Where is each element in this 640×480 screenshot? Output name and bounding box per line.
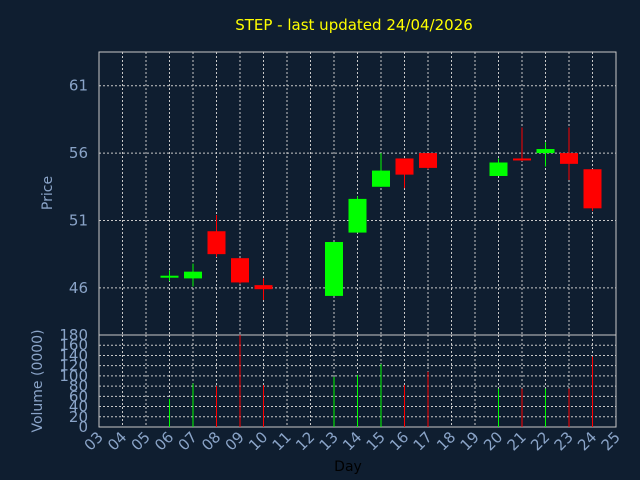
day-tick-label: 07 bbox=[175, 428, 201, 454]
day-tick-label: 14 bbox=[339, 428, 365, 454]
day-tick-label: 23 bbox=[551, 428, 577, 454]
day-tick-label: 08 bbox=[198, 428, 224, 454]
day-tick-label: 13 bbox=[316, 428, 342, 454]
volume-tick-label: 100 bbox=[59, 367, 88, 385]
candle-06 bbox=[160, 270, 179, 282]
volume-bars bbox=[169, 335, 593, 427]
price-y-ticks: 46 51 56 61 bbox=[69, 77, 88, 297]
volume-tick-label: 60 bbox=[69, 387, 88, 405]
price-axis-label: Price bbox=[40, 176, 56, 210]
day-tick-label: 15 bbox=[363, 428, 389, 454]
candle-07 bbox=[184, 263, 202, 287]
volume-tick-label: 120 bbox=[59, 357, 88, 375]
candle-16 bbox=[395, 158, 414, 189]
candle-body bbox=[583, 169, 602, 209]
chart-title: STEP - last updated 24/04/2026 bbox=[235, 16, 473, 34]
candle-body bbox=[184, 271, 202, 279]
candle-body bbox=[325, 242, 343, 296]
day-tick-label: 21 bbox=[504, 428, 530, 454]
volume-tick-label: 80 bbox=[69, 377, 88, 395]
candle-21 bbox=[513, 127, 531, 162]
candle-body bbox=[348, 198, 367, 233]
volume-axis-label: Volume (0000) bbox=[30, 329, 46, 432]
candle-body bbox=[372, 170, 390, 187]
day-tick-label: 11 bbox=[269, 428, 295, 454]
candlesticks bbox=[160, 127, 602, 300]
day-tick-label: 22 bbox=[527, 428, 553, 454]
candle-17 bbox=[419, 153, 437, 170]
volume-tick-label: 180 bbox=[59, 326, 88, 344]
candle-body bbox=[395, 158, 414, 175]
volume-tick-label: 20 bbox=[69, 408, 88, 426]
day-tick-label: 19 bbox=[457, 428, 483, 454]
day-tick-label: 10 bbox=[245, 428, 271, 454]
day-tick-label: 09 bbox=[222, 428, 248, 454]
volume-tick-label: 160 bbox=[59, 336, 88, 354]
candle-body bbox=[254, 285, 273, 290]
day-tick-label: 16 bbox=[386, 428, 412, 454]
price-tick-label: 51 bbox=[69, 211, 88, 229]
day-tick-label: 17 bbox=[410, 428, 436, 454]
candle-22 bbox=[536, 142, 555, 167]
candle-10 bbox=[254, 278, 273, 300]
candle-20 bbox=[489, 158, 508, 176]
day-tick-label: 25 bbox=[598, 428, 624, 454]
candle-body bbox=[231, 258, 249, 283]
candle-14 bbox=[348, 196, 367, 233]
candle-body bbox=[207, 231, 226, 255]
candle-08 bbox=[207, 215, 226, 257]
day-tick-label: 18 bbox=[433, 428, 459, 454]
price-tick-label: 61 bbox=[69, 77, 88, 95]
candle-body bbox=[419, 153, 437, 168]
day-axis-label: Day bbox=[334, 459, 362, 475]
candle-15 bbox=[372, 153, 390, 187]
day-tick-label: 04 bbox=[104, 428, 130, 454]
candle-13 bbox=[325, 242, 343, 296]
day-tick-label: 12 bbox=[292, 428, 318, 454]
price-grid bbox=[99, 52, 616, 335]
candle-24 bbox=[583, 169, 602, 212]
volume-tick-label: 40 bbox=[69, 398, 88, 416]
candle-body bbox=[560, 153, 578, 164]
volume-tick-label: 140 bbox=[59, 346, 88, 364]
price-tick-label: 56 bbox=[69, 144, 88, 162]
day-x-ticks: 0304050607080910111213141516171819202122… bbox=[81, 428, 624, 454]
day-tick-label: 20 bbox=[480, 428, 506, 454]
candle-body bbox=[513, 158, 531, 161]
candle-09 bbox=[231, 258, 249, 284]
candle-23 bbox=[560, 127, 578, 181]
price-tick-label: 46 bbox=[69, 279, 88, 297]
candle-body bbox=[489, 162, 508, 176]
day-tick-label: 06 bbox=[151, 428, 177, 454]
day-tick-label: 24 bbox=[574, 428, 600, 454]
candle-body bbox=[160, 275, 179, 278]
candle-body bbox=[536, 149, 555, 154]
volume-tick-label: 0 bbox=[78, 418, 88, 436]
day-tick-label: 05 bbox=[128, 428, 154, 454]
